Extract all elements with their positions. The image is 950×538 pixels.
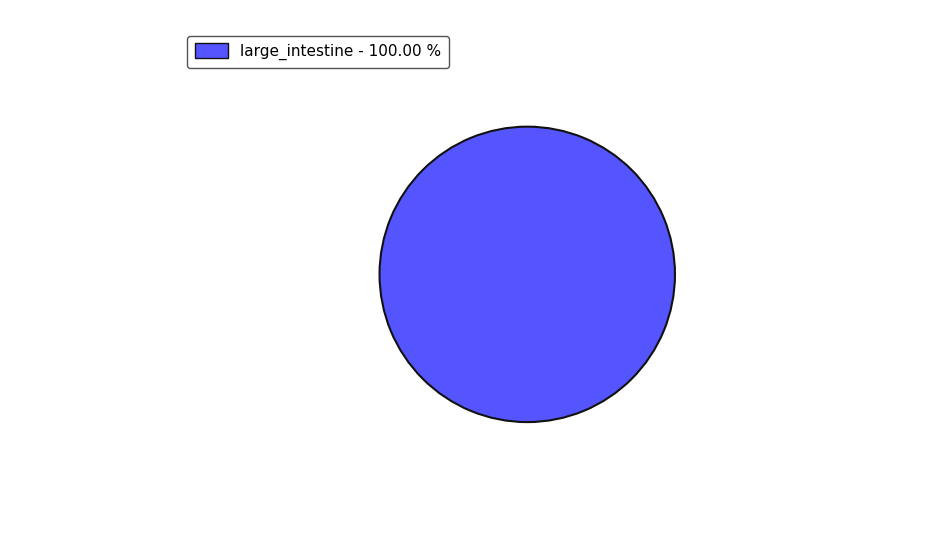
Wedge shape: [380, 126, 674, 422]
Legend: large_intestine - 100.00 %: large_intestine - 100.00 %: [187, 36, 449, 68]
